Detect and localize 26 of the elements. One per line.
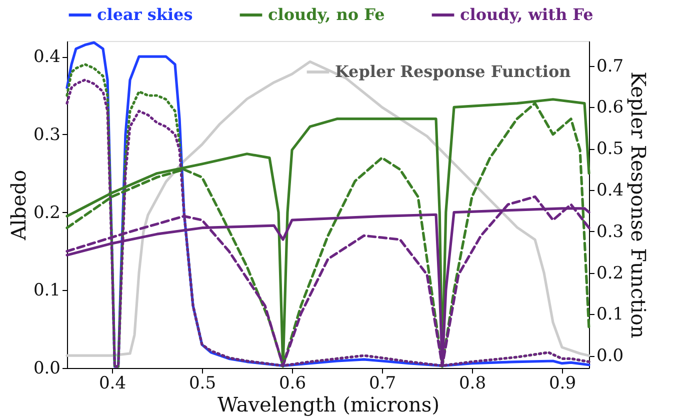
y-tick-label: 0.1 [33, 280, 60, 301]
y2-axis-title: Kepler Response Function [626, 72, 651, 338]
y2-tick-label: 0.1 [596, 304, 624, 325]
y2-tick-label: 0.7 [596, 56, 624, 76]
x-axis-title: Wavelength (microns) [218, 392, 440, 416]
x-tick-label: 0.5 [188, 374, 216, 394]
y2-tick-label: 0.5 [596, 139, 624, 160]
x-tick-label: 0.4 [98, 374, 126, 394]
y2-tick-label: 0.2 [596, 263, 624, 284]
y-tick-label: 0.0 [33, 358, 60, 378]
legend-label: cloudy, with Fe [460, 5, 594, 24]
y2-tick-label: 0.0 [596, 346, 624, 366]
y-tick-label: 0.2 [33, 202, 60, 223]
x-tick-label: 0.8 [458, 374, 486, 394]
legend-label: Kepler Response Function [335, 62, 572, 81]
y2-tick-label: 0.3 [596, 222, 624, 242]
y-axis-title: Albedo [6, 170, 30, 242]
y-tick-label: 0.4 [33, 47, 60, 68]
legend-label: clear skies [97, 5, 193, 24]
x-tick-label: 0.9 [548, 374, 576, 394]
legend-label: cloudy, no Fe [268, 5, 385, 24]
x-tick-label: 0.7 [368, 374, 396, 394]
y-tick-label: 0.3 [33, 124, 60, 145]
y2-tick-label: 0.6 [596, 98, 624, 118]
x-tick-label: 0.6 [278, 374, 306, 394]
y2-tick-label: 0.4 [596, 180, 624, 201]
